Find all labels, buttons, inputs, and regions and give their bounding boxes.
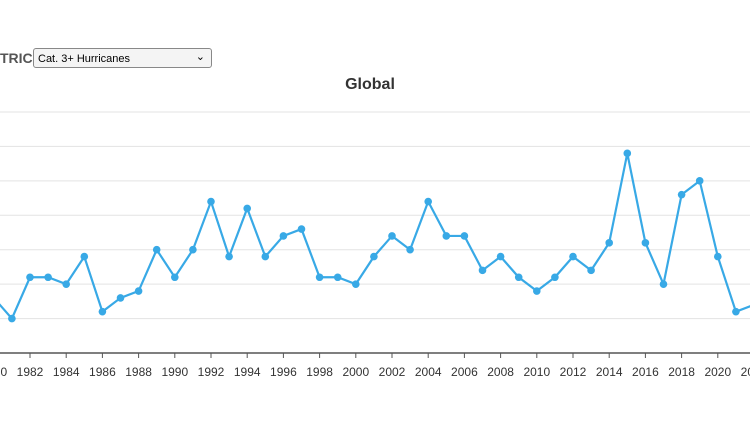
- point: [370, 252, 378, 261]
- point: [225, 252, 233, 261]
- point: [207, 197, 215, 206]
- point: [424, 197, 433, 206]
- x-tick-label: 2006: [451, 365, 478, 379]
- point: [569, 252, 577, 261]
- point: [152, 245, 161, 254]
- point: [243, 204, 251, 213]
- point: [442, 232, 451, 240]
- x-tick-label: 1984: [53, 365, 80, 379]
- metric-select[interactable]: Cat. 3+ Hurricanes ⌄: [33, 48, 212, 68]
- point: [352, 280, 360, 288]
- x-tick-label: 1992: [198, 365, 225, 379]
- point: [677, 190, 686, 199]
- point: [388, 232, 396, 240]
- point: [189, 245, 197, 254]
- point: [80, 252, 89, 261]
- point: [732, 307, 740, 316]
- x-tick-label: 2014: [596, 365, 623, 379]
- point: [478, 266, 487, 275]
- point: [62, 280, 70, 288]
- x-tick-label: 1994: [234, 365, 261, 379]
- point: [134, 287, 143, 295]
- x-tick-label: 1990: [161, 365, 188, 379]
- point: [261, 252, 270, 261]
- point: [297, 225, 306, 233]
- select-arrow: ⌄: [195, 51, 205, 63]
- x-tick-label: 1988: [125, 365, 152, 379]
- x-tick-label: 2000: [342, 365, 369, 379]
- point: [496, 252, 505, 261]
- point: [605, 239, 613, 247]
- x-tick-label: 2020: [704, 365, 731, 379]
- point: [116, 294, 125, 302]
- point: [406, 245, 414, 254]
- point: [714, 252, 722, 261]
- point: [333, 273, 342, 282]
- point: [26, 273, 34, 282]
- line: [0, 153, 750, 321]
- x-tick-label: 1980: [0, 365, 7, 379]
- x-tick-label: 1998: [306, 365, 333, 379]
- x-tick-label: 1982: [17, 365, 44, 379]
- x-tick-label: 2008: [487, 365, 514, 379]
- control-label: TRIC: [0, 50, 33, 66]
- point: [695, 177, 704, 185]
- point: [514, 273, 523, 282]
- point: [623, 149, 632, 158]
- x-tick-label: 2022: [741, 365, 750, 379]
- chart-title: Global: [345, 76, 395, 93]
- point: [587, 266, 595, 275]
- point: [659, 280, 668, 288]
- point: [8, 314, 16, 323]
- point: [44, 273, 52, 282]
- point: [279, 232, 288, 240]
- x-tick-label: 2002: [379, 365, 406, 379]
- point: [315, 273, 324, 282]
- x-tick-label: 2016: [632, 365, 659, 379]
- x-tick-label: 2010: [523, 365, 550, 379]
- point: [98, 307, 107, 316]
- x-tick-label: 2004: [415, 365, 442, 379]
- point: [641, 239, 650, 247]
- point: [460, 232, 469, 240]
- point: [171, 273, 179, 282]
- x-tick-label: 1996: [270, 365, 297, 379]
- x-tick-label: 2012: [560, 365, 587, 379]
- x-tick-label: 2018: [668, 365, 695, 379]
- select-value: Cat. 3+ Hurricanes: [38, 53, 131, 65]
- point: [533, 287, 541, 295]
- x-tick-label: 1986: [89, 365, 116, 379]
- point: [551, 273, 559, 282]
